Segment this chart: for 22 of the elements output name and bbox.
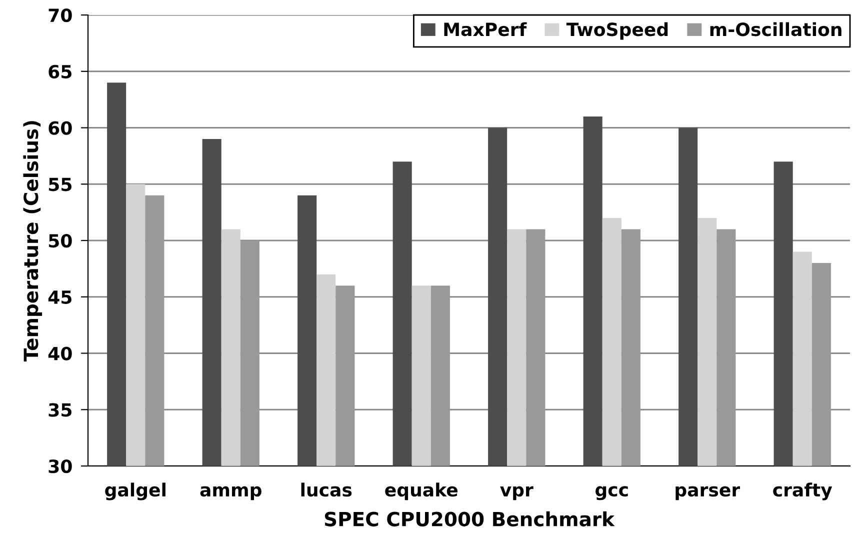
y-tick-label: 45 xyxy=(48,290,72,304)
x-tick-label: parser xyxy=(676,486,740,500)
y-tick-label: 55 xyxy=(48,178,72,192)
y-tick-label: 60 xyxy=(48,121,72,135)
y-tick-label: 30 xyxy=(48,459,72,474)
y-tick-label: 65 xyxy=(48,64,72,78)
x-tick-label: equake xyxy=(385,482,458,500)
x-tick-label: lucas xyxy=(301,482,352,497)
legend-label: TwoSpeed xyxy=(566,22,668,40)
y-tick-label: 35 xyxy=(48,403,72,417)
x-tick-label: vpr xyxy=(500,486,534,500)
x-tick-label: ammp xyxy=(200,486,262,500)
legend-label: m-Oscillation xyxy=(710,22,842,36)
x-tick-label: crafty xyxy=(773,482,832,500)
x-tick-label: galgel xyxy=(105,482,166,500)
y-tick-label: 50 xyxy=(48,234,72,248)
x-axis-title: SPEC CPU2000 Benchmark xyxy=(324,511,615,526)
y-tick-label: 40 xyxy=(48,346,72,360)
y-tick-label: 70 xyxy=(48,8,72,22)
y-axis-title: Temperature (Celsius) xyxy=(23,121,42,362)
legend-label: MaxPerf xyxy=(444,22,527,36)
x-tick-label: gcc xyxy=(596,486,628,500)
